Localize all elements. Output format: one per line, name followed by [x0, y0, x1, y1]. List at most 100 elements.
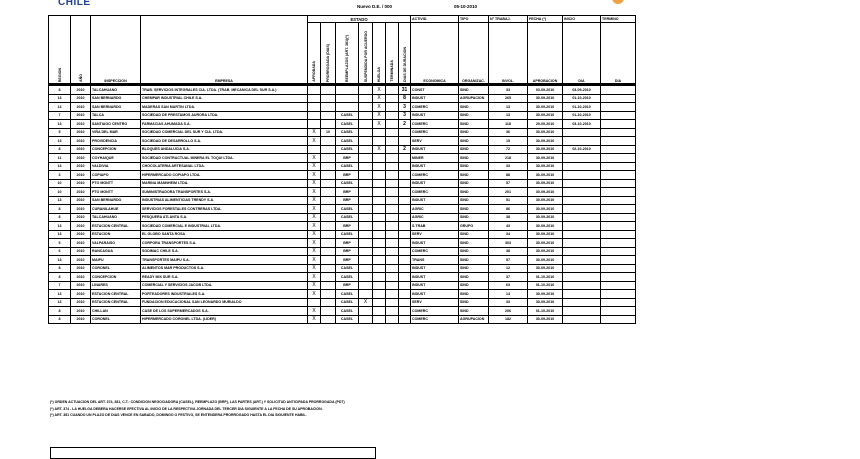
cell-status: BRP	[335, 153, 359, 163]
cell-start-date	[562, 187, 602, 197]
cell-workers: 13	[488, 102, 529, 112]
cell-status	[358, 170, 373, 180]
cell-end-date	[600, 212, 637, 222]
cell-approval-date: 30-09-2010	[527, 289, 564, 299]
header-workers-sub: INVOL.	[488, 22, 529, 85]
cell-status	[385, 263, 399, 273]
cell-year: 2010	[70, 314, 91, 324]
cell-status	[358, 238, 373, 248]
cell-approval-date: 30-09-2010	[527, 102, 564, 112]
cell-workers: 118	[488, 119, 529, 129]
cell-start-date	[562, 263, 602, 273]
cell-start-date	[562, 280, 602, 290]
cell-status: CASEL	[335, 204, 359, 214]
cell-type: SIND	[458, 144, 490, 154]
cell-status	[358, 314, 373, 324]
cell-status: CASEL	[335, 136, 359, 146]
table-row: 7 2010 TALCA SOCIEDAD DE PRESTAMOS AURORA L…	[48, 110, 637, 120]
cell-status	[372, 272, 386, 282]
cell-status	[358, 195, 373, 205]
cell-region: 8	[48, 212, 71, 222]
cell-approval-date: 30-09-2010	[527, 246, 564, 256]
header-status-sub: REEMPLAZOS (ART. 381)(*)	[335, 22, 359, 85]
cell-status: BRP	[335, 195, 359, 205]
cell-workers: 51	[488, 195, 529, 205]
cell-type: SIND	[458, 84, 490, 95]
cell-end-date	[600, 229, 637, 239]
cell-status: X	[372, 119, 386, 129]
cell-status	[320, 314, 336, 324]
cell-start-date	[562, 289, 602, 299]
cell-status	[397, 314, 412, 324]
cell-status	[320, 84, 336, 95]
table-row: 8 2010 CORONEL ALIMENTOS MAR PRODUCTOS S.A.…	[48, 263, 637, 273]
footnote: (*) ART. 381 CUANDO UN PLAZO DE DIAS VEN…	[50, 413, 307, 417]
cell-status	[397, 195, 412, 205]
cell-activity: TRANS	[410, 255, 460, 265]
cell-status	[372, 297, 386, 307]
cell-status	[385, 195, 399, 205]
cell-status	[372, 255, 386, 265]
cell-status: BRP	[335, 255, 359, 265]
table-row: 13 2010 ESTACION EL GLOBO SANTA ROSA X CASEL S…	[48, 229, 637, 239]
cell-status	[320, 212, 336, 222]
cell-company: SOCIEDAD CONTRACTUAL MINERA EL TOQUI LTD…	[140, 153, 308, 163]
cell-year: 2010	[70, 170, 91, 180]
cell-status	[397, 306, 412, 316]
cell-status: CASEL	[335, 161, 359, 171]
cell-activity: COMERC	[410, 119, 460, 129]
cell-status	[358, 110, 373, 120]
cell-activity: COMERC	[410, 246, 460, 256]
cell-status	[385, 178, 399, 188]
cell-year: 2010	[70, 84, 91, 95]
cell-end-date	[600, 119, 637, 129]
cell-activity: AGRIC	[410, 212, 460, 222]
cell-status: X	[307, 204, 321, 214]
cell-status	[385, 246, 399, 256]
cell-type: SIND	[458, 170, 490, 180]
header-status-sub: SUSPENDIDA POR ACUERDO	[358, 22, 373, 85]
cell-activity: INDUST	[410, 110, 460, 120]
cell-status	[397, 136, 412, 146]
cell-workers: 38	[488, 246, 529, 256]
cell-inspection: SAN BERNARDO	[90, 93, 141, 103]
cell-status: 10	[320, 127, 336, 137]
cell-year: 2010	[70, 263, 91, 273]
cell-status	[385, 153, 399, 163]
cell-status	[320, 110, 336, 120]
cell-start-date	[562, 297, 602, 307]
cell-status	[397, 289, 412, 299]
cell-workers: 13	[488, 110, 529, 120]
cell-inspection: LINARES	[90, 280, 141, 290]
cell-region: 14	[48, 161, 71, 171]
cell-workers: 43	[488, 221, 529, 231]
cell-type: AGRUPACION	[458, 314, 490, 324]
cell-year: 2010	[70, 187, 91, 197]
cell-status: X	[307, 178, 321, 188]
cell-status	[358, 144, 373, 154]
header-region: REGION	[48, 15, 71, 85]
cell-status: CASEL	[335, 306, 359, 316]
cell-start-date	[562, 221, 602, 231]
cell-status	[372, 178, 386, 188]
cell-status	[397, 178, 412, 188]
cell-activity: SERV	[410, 229, 460, 239]
cell-region: 7	[48, 280, 71, 290]
cell-region: 13	[48, 136, 71, 146]
cell-status	[372, 127, 386, 137]
cell-company: CHEMPAR INDUSTRIAL CHILE S.A.	[140, 93, 308, 103]
cell-workers: 182	[488, 314, 529, 324]
cell-end-date	[600, 136, 637, 146]
cell-end-date	[600, 306, 637, 316]
cell-status: X	[307, 187, 321, 197]
table-row: 13 2010 ESTACION CENTRAL SOCIEDAD COMERCIAL…	[48, 221, 637, 231]
cell-end-date	[600, 178, 637, 188]
cell-region: 10	[48, 187, 71, 197]
cell-activity: COMERC	[410, 127, 460, 137]
cell-status	[320, 306, 336, 316]
cell-company: SUMINISTRADORA TRANSPORTES S.A.	[140, 187, 308, 197]
cell-approval-date: 30-09-2010	[527, 178, 564, 188]
table-row: 8 2010 TALCAHUANO PESQUERA ATLANTA S.A. X CAS…	[48, 212, 637, 222]
cell-status: BRP	[335, 280, 359, 290]
cell-end-date	[600, 110, 637, 120]
